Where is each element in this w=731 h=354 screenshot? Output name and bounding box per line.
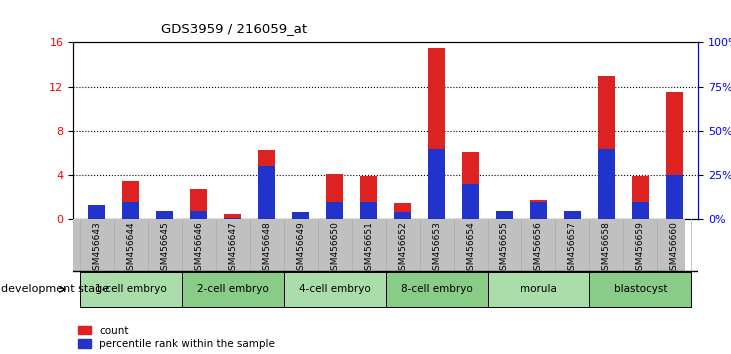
Bar [666,92,683,219]
Text: blastocyst: blastocyst [613,284,667,295]
Text: GSM456653: GSM456653 [432,221,441,276]
Bar [190,211,208,219]
Text: 4-cell embryo: 4-cell embryo [299,284,371,295]
Bar [632,202,649,219]
Text: GSM456646: GSM456646 [194,221,203,276]
Text: GSM456648: GSM456648 [262,221,271,276]
Bar [428,48,445,219]
Bar [122,181,140,219]
Bar [632,176,649,219]
Text: GSM456652: GSM456652 [398,221,407,276]
Bar [80,272,182,307]
Bar [496,214,513,219]
Bar [564,212,581,219]
Bar [564,211,581,219]
Bar [88,214,105,219]
Text: GSM456649: GSM456649 [296,221,305,276]
Text: GSM456643: GSM456643 [92,221,102,276]
Bar [292,214,309,219]
Text: GSM456651: GSM456651 [364,221,373,276]
Text: GSM456647: GSM456647 [228,221,238,276]
Text: GSM456656: GSM456656 [534,221,543,276]
Text: morula: morula [520,284,557,295]
Bar [292,212,309,219]
Bar [428,149,445,219]
Text: GSM456658: GSM456658 [602,221,611,276]
Text: GSM456654: GSM456654 [466,221,475,276]
Text: GSM456644: GSM456644 [126,221,135,276]
Bar [598,149,615,219]
Bar [589,272,692,307]
Bar [88,205,105,219]
Bar [462,184,479,219]
Bar [326,202,343,219]
Bar [386,272,488,307]
Text: 1-cell embryo: 1-cell embryo [95,284,167,295]
Bar [598,76,615,219]
Text: GSM456659: GSM456659 [636,221,645,276]
Bar [224,218,241,219]
Bar [224,214,241,219]
Bar [394,212,411,219]
Text: development stage: development stage [1,284,109,295]
Bar [190,188,208,219]
Text: GSM456650: GSM456650 [330,221,339,276]
Bar [258,166,275,219]
Bar [326,174,343,219]
Bar [462,152,479,219]
Text: GDS3959 / 216059_at: GDS3959 / 216059_at [161,22,307,35]
Text: GSM456645: GSM456645 [160,221,170,276]
Bar [258,150,275,219]
Text: GSM456657: GSM456657 [568,221,577,276]
Text: 2-cell embryo: 2-cell embryo [197,284,268,295]
Bar [488,272,589,307]
Bar [122,202,140,219]
Bar [496,211,513,219]
Bar [156,212,173,219]
Bar [394,203,411,219]
Text: GSM456655: GSM456655 [500,221,509,276]
Bar [666,175,683,219]
Text: GSM456660: GSM456660 [670,221,679,276]
Legend: count, percentile rank within the sample: count, percentile rank within the sample [78,326,275,349]
Text: 8-cell embryo: 8-cell embryo [401,284,472,295]
Bar [530,200,547,219]
Bar [156,211,173,219]
Bar [284,272,386,307]
Bar [360,176,377,219]
Bar [360,202,377,219]
Bar [530,202,547,219]
Bar [182,272,284,307]
